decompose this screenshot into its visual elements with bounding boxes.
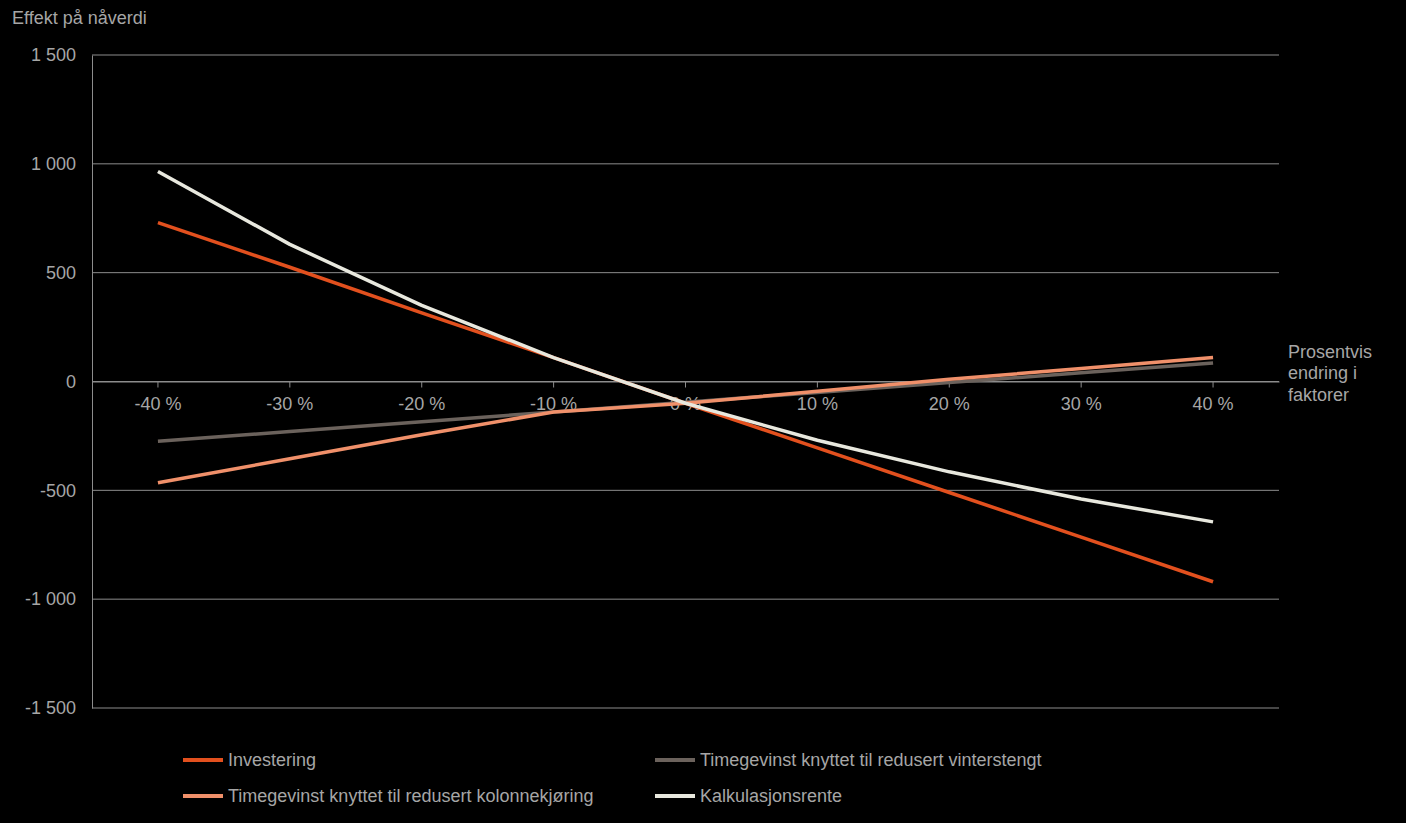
grid-line [92, 599, 1279, 600]
x-tick: -20 % [398, 382, 445, 415]
y-tick-label: 1 000 [31, 154, 76, 174]
x-tick-label: -30 % [266, 394, 313, 414]
x-tick: 40 % [1193, 382, 1234, 415]
x-tick-mark [421, 382, 422, 388]
x-axis: -40 %-30 %-20 %-10 %0 %10 %20 %30 %40 % [93, 382, 1280, 415]
x-tick: -30 % [266, 382, 313, 415]
x-tick-label: -40 % [134, 394, 181, 414]
y-tick: -1 000 [25, 589, 92, 609]
legend-label: Investering [228, 750, 316, 770]
x-tick-mark [817, 382, 818, 388]
y-tick-label: 0 [66, 372, 76, 392]
x-tick-mark [157, 382, 158, 388]
x-tick: 20 % [929, 382, 970, 415]
grid [92, 55, 1279, 708]
x-tick: -40 % [134, 382, 181, 415]
y-tick-label: 1 500 [31, 45, 76, 65]
grid-line [92, 272, 1279, 273]
y-tick-label: -1 000 [25, 589, 76, 609]
x-tick-mark [1081, 382, 1082, 388]
y-tick-label: -1 500 [25, 698, 76, 718]
grid-line [92, 163, 1279, 164]
legend-item: Investering [183, 750, 316, 770]
x-tick: 30 % [1061, 382, 1102, 415]
chart: -1 500 -1 000 -500 0 500 1 000 1 500 -40 % -30 %… [0, 0, 1406, 823]
x-tick: 10 % [797, 382, 838, 415]
x-tick-mark [685, 382, 686, 388]
y-tick: 1 500 [31, 45, 92, 65]
x-tick-mark [289, 382, 290, 388]
legend-item: Kalkulasjonsrente [655, 786, 842, 806]
legend-swatch [655, 758, 695, 762]
y-tick-label: 500 [46, 263, 76, 283]
y-tick: 0 [66, 372, 92, 392]
legend-swatch [183, 794, 223, 798]
legend-label: Kalkulasjonsrente [700, 786, 842, 806]
legend-label: Timegevinst knyttet til redusert vinters… [700, 750, 1041, 770]
series-line [158, 171, 1213, 521]
x-tick-label: 40 % [1193, 394, 1234, 414]
y-axis-title: Effekt på nåverdi [12, 8, 147, 28]
legend-swatch [655, 794, 695, 798]
x-tick-mark [1213, 382, 1214, 388]
grid-line [92, 55, 1279, 56]
x-tick-label: 10 % [797, 394, 838, 414]
y-tick: 500 [46, 263, 92, 283]
x-tick-label: -20 % [398, 394, 445, 414]
legend-item: Timegevinst knyttet til redusert vinters… [655, 750, 1041, 770]
x-tick-label: 30 % [1061, 394, 1102, 414]
legend-item: Timegevinst knyttet til redusert kolonne… [183, 786, 593, 806]
y-tick: 1 000 [31, 154, 92, 174]
grid-line [92, 708, 1279, 709]
y-tick-label: -500 [40, 481, 76, 501]
y-tick: -500 [40, 481, 92, 501]
grid-line [92, 490, 1279, 491]
legend: Investering Timegevinst knyttet til redus… [183, 750, 1041, 806]
legend-label: Timegevinst knyttet til redusert kolonne… [228, 786, 593, 806]
x-tick-label: 20 % [929, 394, 970, 414]
y-tick: -1 500 [25, 698, 92, 718]
x-tick-mark [553, 382, 554, 388]
y-axis: -1 500 -1 000 -500 0 500 1 000 1 500 [25, 45, 93, 718]
legend-swatch [183, 758, 223, 762]
plot-area [158, 171, 1213, 581]
series-line [158, 358, 1213, 483]
x-axis-title: Prosentvisendring ifaktorer [1288, 342, 1372, 405]
